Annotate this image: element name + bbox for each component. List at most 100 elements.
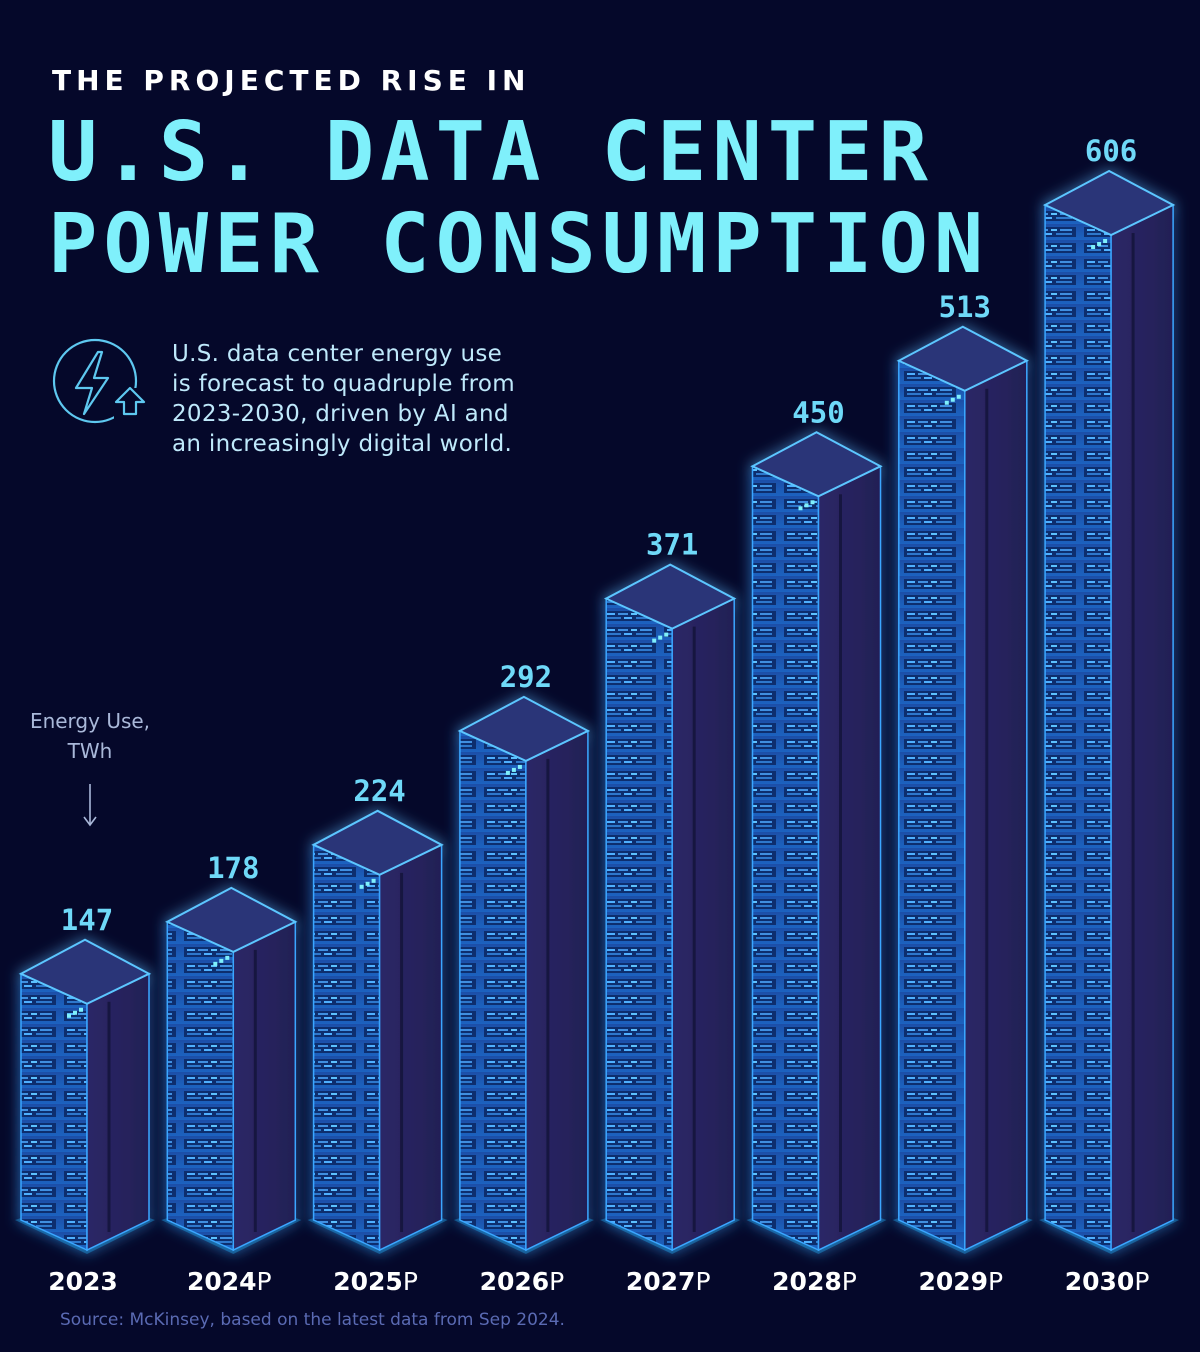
bar xyxy=(307,809,448,1254)
x-tick-label: 2025P xyxy=(333,1267,418,1296)
x-tick-suffix: P xyxy=(988,1267,1003,1296)
bar-top-face xyxy=(603,563,737,630)
bars-group xyxy=(15,169,1180,1254)
bar-indicator-light xyxy=(511,767,516,772)
bar-front-face xyxy=(312,843,381,1252)
axis-unit-line: Energy Use, xyxy=(29,709,151,733)
bar-front-face xyxy=(898,359,966,1252)
labels-group: 14720231782024P2242025P2922026P3712027P4… xyxy=(48,134,1149,1296)
bar-side-face xyxy=(1110,203,1174,1252)
x-tick-label: 2023 xyxy=(48,1267,118,1296)
bar-value-label: 224 xyxy=(353,774,405,808)
bar xyxy=(746,431,887,1254)
bar-side-face xyxy=(671,597,735,1252)
bar-side-face xyxy=(378,843,443,1252)
bar-top-face xyxy=(457,695,591,763)
bar-indicator-light xyxy=(79,1007,83,1012)
bar-indicator-light xyxy=(359,884,364,889)
x-tick-label: 2026P xyxy=(480,1267,565,1296)
bar-value-label: 147 xyxy=(61,903,113,937)
bar-indicator-light xyxy=(67,1013,71,1018)
bar-side-face xyxy=(525,729,589,1252)
bar-top-face xyxy=(1042,169,1176,237)
bar-indicator-light xyxy=(652,638,657,643)
bar xyxy=(1039,169,1180,1254)
x-tick-year: 2027 xyxy=(626,1267,696,1296)
axis-unit-label: Energy Use, TWh xyxy=(10,706,170,766)
arrow-down-icon xyxy=(83,784,97,827)
chart-title-line-1: U.S. DATA CENTER xyxy=(48,105,934,200)
x-tick-year: 2024 xyxy=(187,1267,257,1296)
x-tick-label: 2030P xyxy=(1065,1267,1150,1296)
x-tick-year: 2025 xyxy=(333,1267,403,1296)
chart-source: Source: McKinsey, based on the latest da… xyxy=(60,1310,565,1330)
bar-indicator-light xyxy=(658,635,663,640)
bar-value-label: 450 xyxy=(792,395,844,429)
bar-value-label: 178 xyxy=(207,851,259,885)
bar-indicator-light xyxy=(798,506,803,511)
bar xyxy=(161,886,302,1254)
x-tick-suffix: P xyxy=(842,1267,857,1296)
bar-top-face xyxy=(165,886,298,953)
x-tick-label: 2028P xyxy=(772,1267,857,1296)
bar-indicator-light xyxy=(517,764,522,769)
x-tick-year: 2023 xyxy=(48,1267,118,1296)
bar-side-face xyxy=(232,920,297,1252)
bar-side-face xyxy=(964,359,1028,1252)
x-tick-label: 2029P xyxy=(918,1267,1003,1296)
x-tick-suffix: P xyxy=(1134,1267,1149,1296)
bar-indicator-light xyxy=(950,397,955,402)
chart-note-line: U.S. data center energy use xyxy=(172,341,503,367)
bar-indicator-light xyxy=(1103,239,1108,243)
bar-front-face xyxy=(605,597,673,1252)
x-tick-suffix: P xyxy=(403,1267,418,1296)
bar-top-face xyxy=(18,938,152,1005)
bar-indicator-light xyxy=(73,1010,77,1015)
x-tick-year: 2030 xyxy=(1065,1267,1135,1296)
bar-front-face xyxy=(166,920,235,1252)
bar-indicator-light xyxy=(804,503,809,508)
bar-front-face xyxy=(20,972,88,1252)
x-tick-suffix: P xyxy=(549,1267,564,1296)
bar-indicator-light xyxy=(944,400,949,405)
chart-title-line-2: POWER CONSUMPTION xyxy=(48,197,990,292)
bar-indicator-light xyxy=(1097,242,1102,246)
x-tick-year: 2028 xyxy=(772,1267,842,1296)
bar-front-face xyxy=(1044,203,1112,1252)
bar-front-face xyxy=(459,729,527,1252)
bar-value-label: 513 xyxy=(939,290,991,324)
bar-indicator-light xyxy=(219,958,224,963)
bar-front-face xyxy=(751,465,820,1252)
bar-indicator-light xyxy=(1091,245,1096,249)
x-tick-year: 2029 xyxy=(918,1267,988,1296)
x-tick-suffix: P xyxy=(695,1267,710,1296)
chart-note-line: is forecast to quadruple from xyxy=(172,371,515,397)
chart-note-line: 2023-2030, driven by AI and xyxy=(172,401,509,427)
bar-value-label: 292 xyxy=(500,660,552,694)
x-tick-suffix: P xyxy=(257,1267,272,1296)
bar-side-face xyxy=(86,972,150,1252)
bar-indicator-light xyxy=(213,961,218,966)
x-tick-label: 2024P xyxy=(187,1267,272,1296)
bar-indicator-light xyxy=(505,770,510,775)
chart-kicker: THE PROJECTED RISE IN xyxy=(52,64,531,97)
bar xyxy=(892,325,1033,1254)
bar xyxy=(600,563,741,1254)
chart-note: U.S. data center energy use is forecast … xyxy=(172,339,592,459)
bar-top-face xyxy=(896,325,1030,392)
lightning-arrow-up-icon xyxy=(52,338,150,428)
bar-indicator-light xyxy=(371,878,376,883)
bar-indicator-light xyxy=(365,881,370,886)
bar-top-face xyxy=(311,809,444,876)
bar-side-face xyxy=(817,465,882,1252)
x-tick-label: 2027P xyxy=(626,1267,711,1296)
x-tick-year: 2026 xyxy=(480,1267,550,1296)
bar xyxy=(15,938,155,1254)
bar-indicator-light xyxy=(664,632,669,637)
bar-value-label: 371 xyxy=(646,528,698,562)
bar xyxy=(453,695,594,1254)
axis-unit-line: TWh xyxy=(67,739,113,763)
bar-indicator-light xyxy=(225,955,230,960)
bar-value-label: 606 xyxy=(1085,134,1137,168)
